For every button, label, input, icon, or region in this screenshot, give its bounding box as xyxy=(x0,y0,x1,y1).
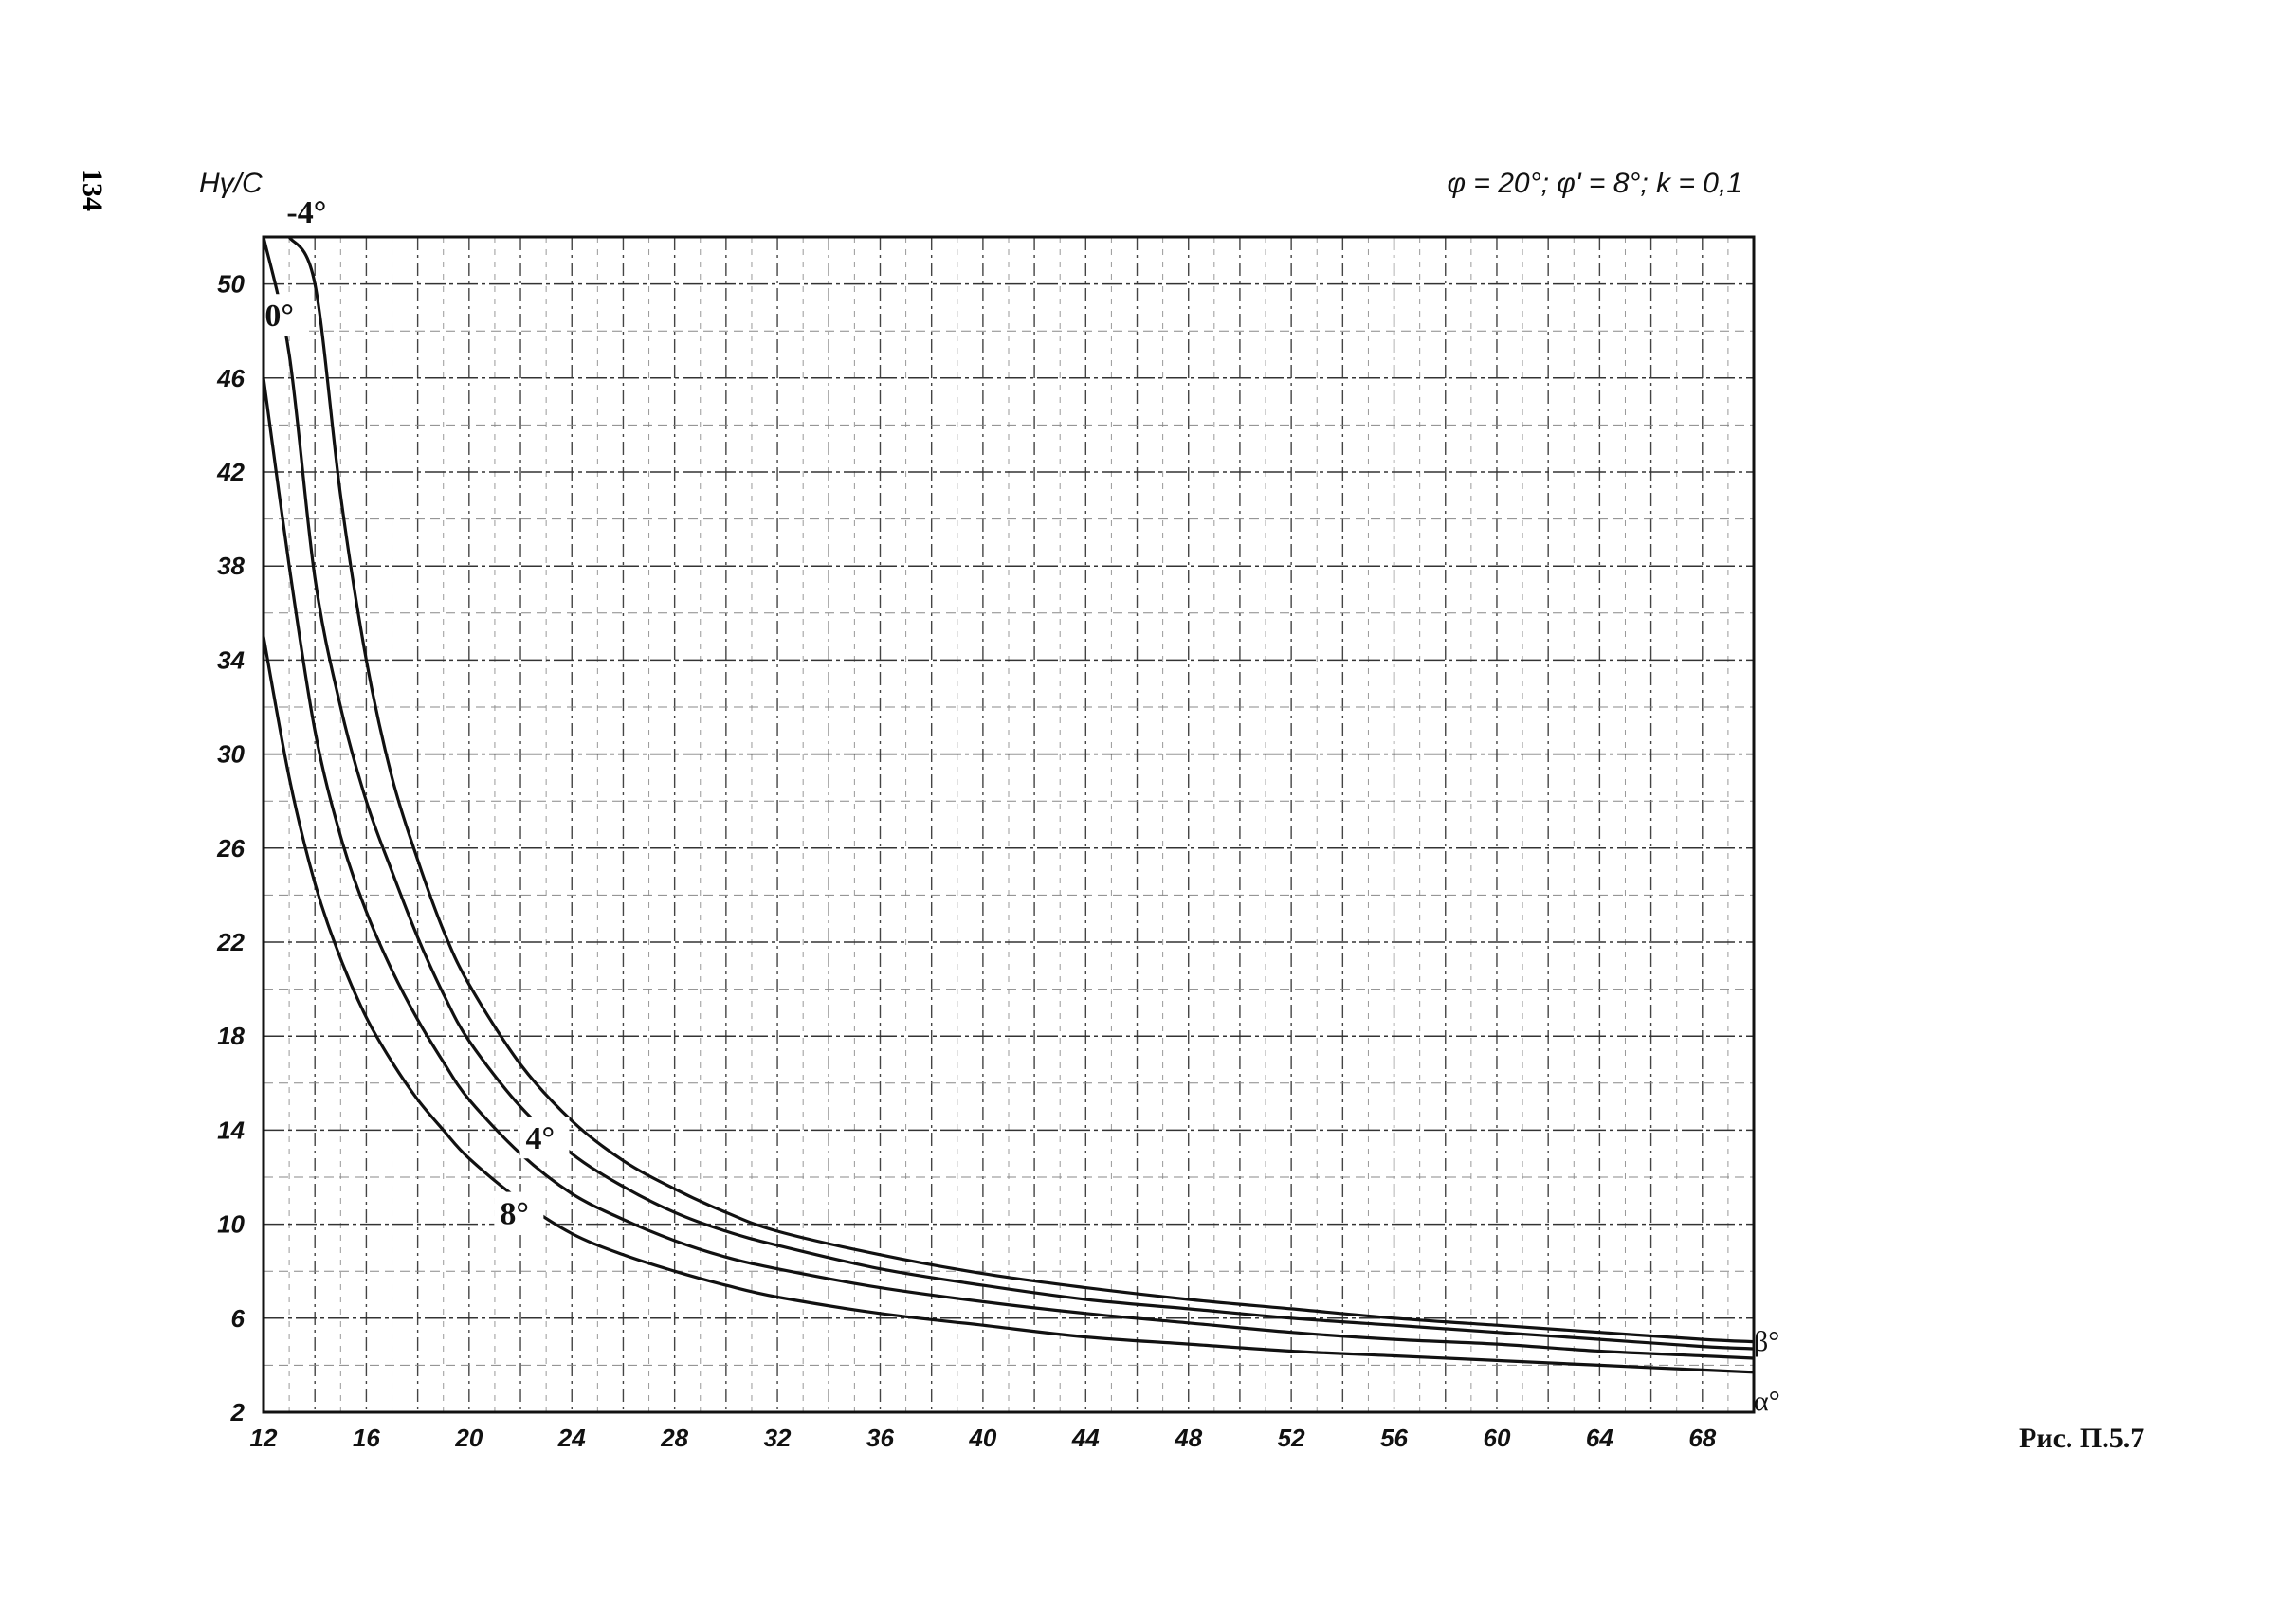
y-tick-label: 42 xyxy=(216,458,245,486)
series-line xyxy=(262,636,1755,1374)
x-tick-label: 40 xyxy=(968,1424,996,1452)
curve-label-bg xyxy=(519,1117,570,1159)
x-tick-label: 16 xyxy=(353,1424,380,1452)
ticks: 12 16 20 24 28 32 36 40 44 48 52 56 60 64 682610141822… xyxy=(216,270,1717,1452)
y-tick-label: 22 xyxy=(216,928,245,956)
y-tick-label: 38 xyxy=(217,552,245,580)
x-tick-label: 28 xyxy=(660,1424,688,1452)
grid xyxy=(264,237,1754,1412)
y-tick-label: 6 xyxy=(231,1304,246,1333)
curve-label-bg xyxy=(494,1191,544,1234)
figure-caption: Рис. П.5.7 xyxy=(2019,1423,2144,1454)
chart-title: φ = 20°; φ' = 8°; k = 0,1 xyxy=(1447,168,1742,199)
x-tick-label: 68 xyxy=(1688,1424,1716,1452)
x-tick-label: 12 xyxy=(250,1424,278,1452)
curve-label: -4° xyxy=(286,195,326,230)
x-tick-label: 24 xyxy=(557,1424,586,1452)
y-tick-label: 34 xyxy=(217,645,245,674)
x-tick-label: 20 xyxy=(454,1424,483,1452)
labels: -4° 0° 4° 8° xyxy=(259,191,570,1234)
curve-label-bg xyxy=(281,191,349,233)
curve-label: 4° xyxy=(525,1121,555,1156)
beta-label: β° xyxy=(1754,1326,1779,1357)
plot-frame xyxy=(262,235,1756,1414)
y-tick-label: 26 xyxy=(216,834,245,862)
alpha-label: α° xyxy=(1754,1386,1780,1417)
curve-label-bg xyxy=(259,294,309,336)
y-tick-label: 10 xyxy=(217,1210,245,1239)
series-line xyxy=(287,236,1755,1344)
x-tick-label: 32 xyxy=(764,1424,792,1452)
page-number: 134 xyxy=(77,169,108,211)
x-tick-label: 36 xyxy=(866,1424,894,1452)
x-tick-label: 60 xyxy=(1484,1424,1511,1452)
x-tick-label: 56 xyxy=(1380,1424,1408,1452)
x-tick-label: 52 xyxy=(1278,1424,1305,1452)
y-tick-label: 30 xyxy=(217,740,245,769)
curve-label: 8° xyxy=(500,1197,529,1232)
x-tick-label: 48 xyxy=(1174,1424,1202,1452)
series-line xyxy=(262,377,1755,1360)
curve-label: 0° xyxy=(264,299,294,334)
y-tick-label: 50 xyxy=(217,270,245,299)
y-tick-label: 18 xyxy=(217,1022,245,1050)
y-tick-label: 2 xyxy=(230,1398,246,1426)
x-tick-label: 44 xyxy=(1071,1424,1100,1452)
x-tick-label: 64 xyxy=(1586,1424,1613,1452)
series-line xyxy=(262,236,1755,1351)
curves xyxy=(262,236,1755,1374)
y-tick-label: 14 xyxy=(217,1116,245,1144)
y-tick-label: 46 xyxy=(216,364,245,392)
y-axis-label: Hγ/C xyxy=(199,168,263,199)
